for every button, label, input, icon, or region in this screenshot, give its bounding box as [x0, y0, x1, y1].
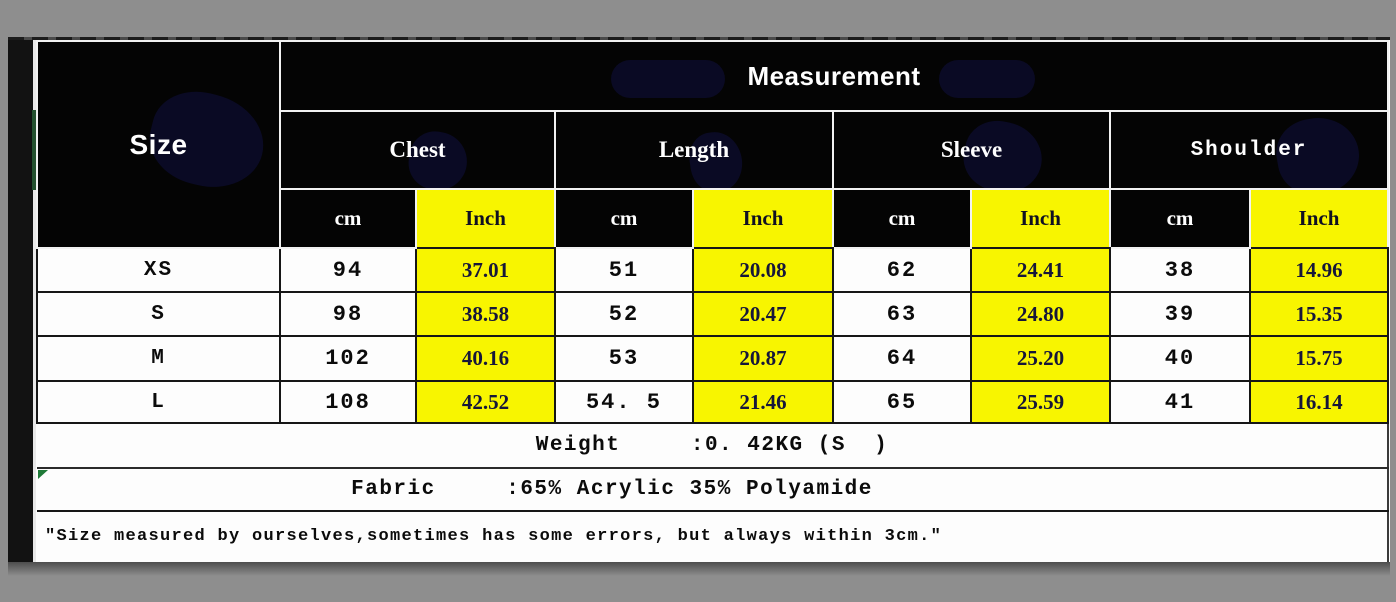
value-cell: 38.58 [415, 291, 556, 337]
value-cell: 14.96 [1249, 247, 1389, 293]
green-corner-marker [38, 470, 48, 479]
photo-left-edge-strip [8, 40, 36, 562]
value-cell: 21.46 [692, 380, 834, 424]
value-cell: 98 [279, 291, 417, 337]
fabric-cell: Fabric :65% Acrylic 35% Polyamide [37, 468, 1388, 512]
group-header-chest: Chest [279, 110, 556, 190]
unit-inch-cell: Inch [1249, 188, 1389, 249]
weight-text: Weight :0. 42KG (S ) [535, 434, 889, 457]
watermark-blob [939, 60, 1035, 98]
value-cell: 25.20 [970, 335, 1111, 382]
value-cell: 42.52 [415, 380, 556, 424]
unit-cm-label: cm [888, 206, 916, 230]
size-cell: S [36, 291, 281, 337]
group-label: Length [658, 137, 730, 162]
value-cell: 51 [554, 247, 694, 293]
value-cell: 25.59 [970, 380, 1111, 424]
unit-cm-label: cm [1166, 206, 1194, 230]
measurement-header-cell: Measurement [279, 40, 1389, 112]
unit-cm-cell: cm [832, 188, 972, 249]
value-cell: 52 [554, 291, 694, 337]
unit-cm-label: cm [610, 206, 638, 230]
value-cell: 63 [832, 291, 972, 337]
size-cell: M [36, 335, 281, 382]
group-header-sleeve: Sleeve [832, 110, 1111, 190]
measurement-header-label: Measurement [747, 60, 921, 91]
unit-inch-cell: Inch [692, 188, 834, 249]
fabric-row: Fabric :65% Acrylic 35% Polyamide [37, 468, 1388, 512]
value-cell: 102 [279, 335, 417, 382]
note-row: ″Size measured by ourselves,sometimes ha… [37, 511, 1388, 565]
value-cell: 94 [279, 247, 417, 293]
table-row-xs: XS 94 37.01 51 20.08 62 24.41 38 14.96 [36, 247, 1389, 293]
value-cell: 37.01 [415, 247, 556, 293]
weight-cell: Weight :0. 42KG (S ) [37, 423, 1388, 469]
value-cell: 53 [554, 335, 694, 382]
value-cell: 62 [832, 247, 972, 293]
value-cell: 20.47 [692, 291, 834, 337]
value-cell: 38 [1109, 247, 1251, 293]
photo-bottom-shadow [8, 562, 1390, 576]
value-cell: 24.80 [970, 291, 1111, 337]
value-cell: 40.16 [415, 335, 556, 382]
value-cell: 20.08 [692, 247, 834, 293]
unit-cm-cell: cm [279, 188, 417, 249]
value-cell: 15.35 [1249, 291, 1389, 337]
unit-inch-label: Inch [1298, 206, 1340, 230]
group-header-shoulder: Shoulder [1109, 110, 1389, 190]
size-cell: XS [36, 247, 281, 293]
unit-inch-label: Inch [1020, 206, 1061, 230]
group-header-length: Length [554, 110, 834, 190]
fabric-text: Fabric :65% Acrylic 35% Polyamide [351, 478, 873, 501]
size-header-cell: Size [36, 40, 281, 249]
table-row-s: S 98 38.58 52 20.47 63 24.80 39 15.35 [36, 291, 1389, 337]
value-cell: 108 [279, 380, 417, 424]
photo-area: Size Measurement Chest Length [8, 37, 1390, 565]
group-label: Chest [389, 137, 446, 162]
unit-cm-cell: cm [554, 188, 694, 249]
value-cell: 39 [1109, 291, 1251, 337]
size-header-label: Size [129, 128, 188, 160]
value-cell: 24.41 [970, 247, 1111, 293]
value-cell: 65 [832, 380, 972, 424]
size-cell: L [36, 380, 281, 424]
watermark-blob [611, 60, 725, 98]
value-cell: 16.14 [1249, 380, 1389, 424]
group-label: Sleeve [940, 137, 1003, 162]
unit-cm-cell: cm [1109, 188, 1251, 249]
green-edge-artifact [32, 110, 36, 190]
unit-inch-label: Inch [742, 206, 784, 230]
table-row-m: M 102 40.16 53 20.87 64 25.20 40 15.75 [36, 335, 1389, 382]
value-cell: 15.75 [1249, 335, 1389, 382]
value-cell: 54. 5 [554, 380, 694, 424]
weight-row: Weight :0. 42KG (S ) [37, 423, 1388, 469]
group-label: Shoulder [1190, 138, 1308, 162]
table-row-l: L 108 42.52 54. 5 21.46 65 25.59 41 16.1… [36, 380, 1389, 424]
units-row: cm Inch cm Inch cm Inch cm Inch [37, 188, 1389, 249]
value-cell: 40 [1109, 335, 1251, 382]
value-cell: 41 [1109, 380, 1251, 424]
size-chart-table: Size Measurement Chest Length [36, 40, 1389, 565]
unit-inch-label: Inch [465, 206, 506, 230]
value-cell: 20.87 [692, 335, 834, 382]
unit-inch-cell: Inch [970, 188, 1111, 249]
unit-cm-label: cm [334, 206, 362, 230]
note-text: ″Size measured by ourselves,sometimes ha… [37, 511, 1388, 565]
unit-inch-cell: Inch [415, 188, 556, 249]
value-cell: 64 [832, 335, 972, 382]
